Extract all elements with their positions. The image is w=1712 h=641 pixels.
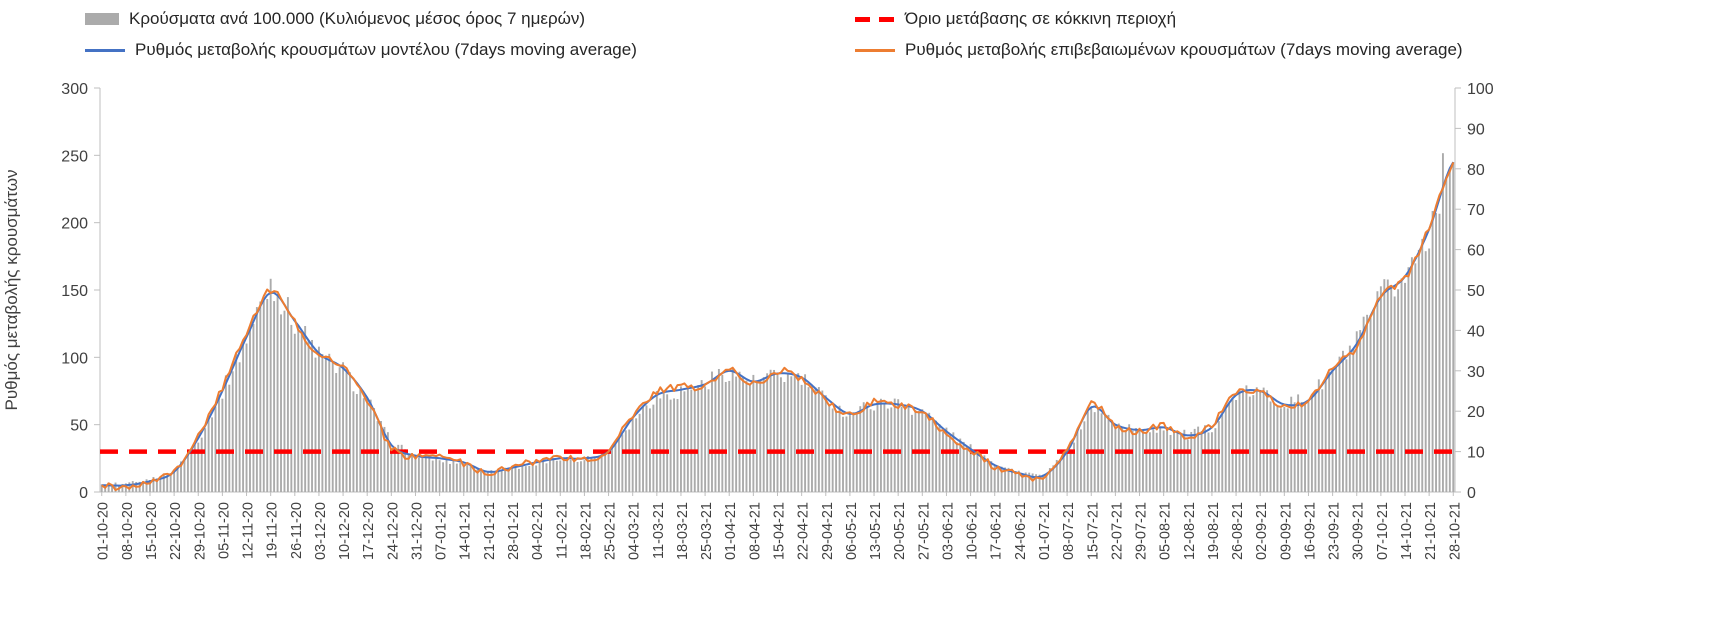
svg-text:28-10-21: 28-10-21: [1447, 502, 1463, 560]
threshold-swatch: [855, 16, 895, 22]
y-axis-title: Ρυθμός μεταβολής κρουσμάτων: [2, 170, 21, 411]
svg-text:200: 200: [61, 216, 88, 233]
svg-text:25-02-21: 25-02-21: [603, 502, 619, 560]
confirmed-line-swatch: [855, 48, 895, 52]
svg-text:60: 60: [1467, 243, 1485, 260]
svg-text:04-02-21: 04-02-21: [530, 502, 546, 560]
svg-text:17-06-21: 17-06-21: [989, 502, 1005, 560]
svg-text:05-11-20: 05-11-20: [216, 502, 232, 559]
svg-text:07-01-21: 07-01-21: [434, 502, 450, 560]
svg-text:19-11-20: 19-11-20: [265, 502, 281, 559]
svg-text:50: 50: [70, 418, 88, 435]
svg-text:22-10-20: 22-10-20: [168, 502, 184, 560]
svg-text:05-08-21: 05-08-21: [1158, 502, 1174, 560]
svg-text:15-07-21: 15-07-21: [1085, 502, 1101, 560]
axes: 0 50 100 150 200 250 300 0 10 20 30 40 50 60 70 80 90 100…: [61, 81, 1494, 560]
svg-text:20: 20: [1467, 404, 1485, 421]
svg-text:11-03-21: 11-03-21: [651, 502, 667, 559]
svg-text:01-10-20: 01-10-20: [96, 502, 112, 560]
svg-text:24-12-20: 24-12-20: [385, 502, 401, 560]
svg-text:01-07-21: 01-07-21: [1037, 502, 1053, 560]
svg-text:100: 100: [1467, 81, 1494, 98]
svg-text:10: 10: [1467, 445, 1485, 462]
svg-text:08-04-21: 08-04-21: [747, 502, 763, 560]
svg-text:90: 90: [1467, 121, 1485, 138]
svg-text:29-04-21: 29-04-21: [820, 502, 836, 560]
svg-text:20-05-21: 20-05-21: [892, 502, 908, 560]
svg-text:40: 40: [1467, 323, 1485, 340]
svg-text:30-09-21: 30-09-21: [1351, 502, 1367, 560]
svg-text:29-10-20: 29-10-20: [192, 502, 208, 560]
legend-label-bars: Κρούσματα ανά 100.000 (Κυλιόμενος μέσος …: [129, 9, 586, 28]
svg-text:100: 100: [61, 350, 88, 367]
legend-item-confirmed: Ρυθμός μεταβολής επιβεβαιωμένων κρουσμάτ…: [855, 40, 1463, 60]
svg-text:21-10-21: 21-10-21: [1423, 502, 1439, 560]
legend-item-model: Ρυθμός μεταβολής κρουσμάτων μοντέλου (7d…: [85, 40, 637, 60]
svg-text:0: 0: [1467, 485, 1476, 502]
svg-text:16-09-21: 16-09-21: [1302, 502, 1318, 560]
svg-text:15-10-20: 15-10-20: [144, 502, 160, 560]
svg-text:26-08-21: 26-08-21: [1230, 502, 1246, 560]
legend-label-model: Ρυθμός μεταβολής κρουσμάτων μοντέλου (7d…: [135, 40, 637, 59]
svg-text:06-05-21: 06-05-21: [844, 502, 860, 560]
svg-text:24-06-21: 24-06-21: [1013, 502, 1029, 560]
svg-text:13-05-21: 13-05-21: [868, 502, 884, 560]
svg-text:08-07-21: 08-07-21: [1061, 502, 1077, 560]
svg-text:31-12-20: 31-12-20: [409, 502, 425, 560]
svg-text:07-10-21: 07-10-21: [1375, 502, 1391, 560]
svg-text:30: 30: [1467, 364, 1485, 381]
svg-text:12-11-20: 12-11-20: [241, 502, 257, 559]
svg-text:250: 250: [61, 148, 88, 165]
svg-text:04-03-21: 04-03-21: [627, 502, 643, 560]
svg-text:150: 150: [61, 283, 88, 300]
svg-text:50: 50: [1467, 283, 1485, 300]
confirmed-line: [101, 162, 1455, 492]
svg-text:23-09-21: 23-09-21: [1327, 502, 1343, 560]
legend-label-confirmed: Ρυθμός μεταβολής επιβεβαιωμένων κρουσμάτ…: [905, 40, 1463, 59]
svg-text:14-01-21: 14-01-21: [458, 502, 474, 560]
svg-text:15-04-21: 15-04-21: [772, 502, 788, 560]
svg-text:21-01-21: 21-01-21: [482, 502, 498, 560]
legend-item-bars: Κρούσματα ανά 100.000 (Κυλιόμενος μέσος …: [85, 9, 585, 29]
svg-text:70: 70: [1467, 202, 1485, 219]
svg-text:09-09-21: 09-09-21: [1278, 502, 1294, 560]
svg-text:300: 300: [61, 81, 88, 98]
svg-text:12-08-21: 12-08-21: [1182, 502, 1198, 560]
svg-text:80: 80: [1467, 162, 1485, 179]
svg-text:02-09-21: 02-09-21: [1254, 502, 1270, 560]
svg-text:19-08-21: 19-08-21: [1206, 502, 1222, 560]
svg-text:18-02-21: 18-02-21: [578, 502, 594, 560]
model-line-swatch: [85, 48, 125, 52]
svg-text:26-11-20: 26-11-20: [289, 502, 305, 559]
svg-text:22-07-21: 22-07-21: [1109, 502, 1125, 560]
svg-text:03-06-21: 03-06-21: [940, 502, 956, 560]
svg-text:01-04-21: 01-04-21: [723, 502, 739, 560]
svg-text:29-07-21: 29-07-21: [1134, 502, 1150, 560]
svg-text:03-12-20: 03-12-20: [313, 502, 329, 560]
bars-series: [100, 153, 1455, 493]
svg-text:17-12-20: 17-12-20: [361, 502, 377, 560]
svg-text:11-02-21: 11-02-21: [554, 502, 570, 559]
bars-swatch: [85, 13, 119, 25]
svg-text:22-04-21: 22-04-21: [796, 502, 812, 560]
legend-label-threshold: Όριο μετάβασης σε κόκκινη περιοχή: [905, 9, 1177, 28]
svg-text:14-10-21: 14-10-21: [1399, 502, 1415, 560]
svg-text:25-03-21: 25-03-21: [699, 502, 715, 560]
svg-text:08-10-20: 08-10-20: [120, 502, 136, 560]
svg-text:28-01-21: 28-01-21: [506, 502, 522, 560]
legend-item-threshold: Όριο μετάβασης σε κόκκινη περιοχή: [855, 9, 1176, 29]
svg-text:18-03-21: 18-03-21: [675, 502, 691, 560]
svg-text:10-12-20: 10-12-20: [337, 502, 353, 560]
svg-text:0: 0: [79, 485, 88, 502]
svg-text:10-06-21: 10-06-21: [965, 502, 981, 560]
svg-text:27-05-21: 27-05-21: [916, 502, 932, 560]
